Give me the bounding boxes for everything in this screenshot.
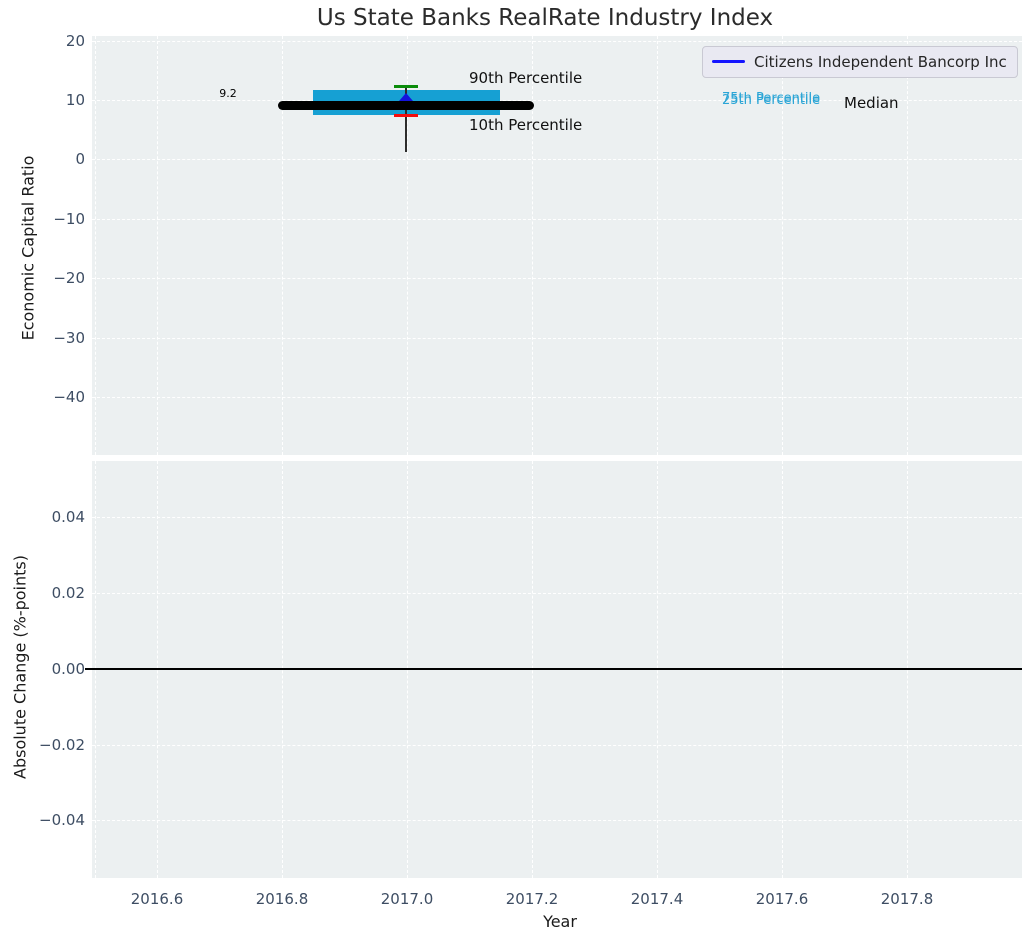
gridline xyxy=(92,593,1022,594)
bottom-y-axis-label: Absolute Change (%-points) xyxy=(10,555,30,779)
y-tick-label: 0.04 xyxy=(51,508,85,526)
percentile-90-label: 90th Percentile xyxy=(469,69,583,87)
y-tick-label: −0.04 xyxy=(39,811,85,829)
x-tick-label: 2016.8 xyxy=(255,890,309,908)
y-tick-label: −20 xyxy=(53,269,85,287)
y-tick-label: 0.02 xyxy=(51,584,85,602)
top-plot-area: 9.2 90th Percentile 10th Percentile 75th… xyxy=(92,36,1022,455)
y-tick-label: −0.02 xyxy=(39,736,85,754)
gridline xyxy=(92,278,1022,279)
y-tick-label: 10 xyxy=(65,91,85,109)
gridline xyxy=(92,159,1022,160)
percentile-10-cap xyxy=(394,114,418,117)
gridline xyxy=(92,219,1022,220)
percentile-75-label: 75th Percentile xyxy=(722,91,821,106)
x-tick-label: 2016.6 xyxy=(130,890,184,908)
legend-label: Citizens Independent Bancorp Inc xyxy=(754,53,1007,71)
percentile-10-label: 10th Percentile xyxy=(469,116,583,134)
percentile-90-cap xyxy=(394,85,418,88)
y-tick-label: 0 xyxy=(75,150,85,168)
gridline xyxy=(782,36,783,455)
gridline xyxy=(92,820,1022,821)
median-value-annotation: 9.2 xyxy=(219,87,237,100)
median-label: Median xyxy=(844,94,899,112)
x-tick-label: 2017.4 xyxy=(630,890,684,908)
gridline xyxy=(657,36,658,455)
gridline xyxy=(92,100,1022,101)
zero-reference-line xyxy=(85,668,1022,670)
y-tick-label: 0.00 xyxy=(51,660,85,678)
y-tick-label: 20 xyxy=(65,32,85,50)
bottom-plot-area xyxy=(85,461,1022,878)
x-tick-label: 2017.6 xyxy=(755,890,809,908)
gridline xyxy=(92,745,1022,746)
percentile-25-label: 25th Percentile xyxy=(722,93,821,108)
figure-title: Us State Banks RealRate Industry Index xyxy=(316,5,774,31)
gridline xyxy=(532,36,533,455)
gridline xyxy=(407,36,408,455)
gridline xyxy=(157,36,158,455)
gridline xyxy=(92,338,1022,339)
median-line xyxy=(278,101,534,110)
gridline xyxy=(92,397,1022,398)
x-tick-label: 2017.2 xyxy=(505,890,559,908)
legend: Citizens Independent Bancorp Inc xyxy=(702,46,1018,78)
gridline xyxy=(282,36,283,455)
x-tick-label: 2017.8 xyxy=(880,890,934,908)
gridline xyxy=(95,36,96,455)
y-tick-label: −10 xyxy=(53,210,85,228)
gridline xyxy=(92,517,1022,518)
y-tick-label: −30 xyxy=(53,329,85,347)
gridline xyxy=(907,36,908,455)
percentile-whisker-line xyxy=(405,87,407,152)
company-triangle-marker xyxy=(399,93,413,101)
gridline xyxy=(92,41,1022,42)
legend-line-sample xyxy=(712,60,745,63)
y-tick-label: −40 xyxy=(53,388,85,406)
x-tick-label: 2017.0 xyxy=(380,890,434,908)
top-y-axis-label: Economic Capital Ratio xyxy=(18,155,38,341)
x-axis-label: Year xyxy=(543,912,577,931)
